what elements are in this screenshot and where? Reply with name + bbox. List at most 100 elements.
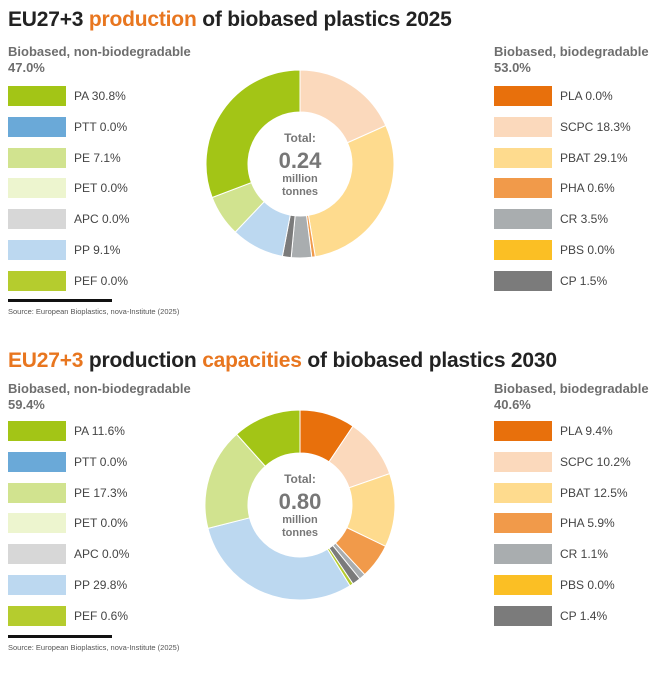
legend-label: PBAT 29.1% xyxy=(560,150,628,165)
right-group-share: 53.0% xyxy=(494,60,531,75)
legend-label: PE 17.3% xyxy=(74,485,128,500)
legend-label: PEF 0.6% xyxy=(74,608,129,623)
legend-label: CP 1.4% xyxy=(560,608,608,623)
title-part: of biobased plastics 2025 xyxy=(196,8,452,31)
legend-swatch xyxy=(8,421,66,441)
legend-item-pha: PHA 5.9% xyxy=(494,513,615,534)
legend-label: PHA 5.9% xyxy=(560,516,615,531)
title-part: production xyxy=(83,349,203,372)
legend-label: APC 0.0% xyxy=(74,212,130,227)
legend-item-cr: CR 1.1% xyxy=(494,544,609,565)
legend-swatch xyxy=(8,209,66,230)
legend-item-cp: CP 1.5% xyxy=(494,270,608,291)
legend-item-scpc: SCPC 18.3% xyxy=(494,116,631,137)
legend-swatch xyxy=(494,482,552,503)
legend-label: PBAT 12.5% xyxy=(560,485,628,500)
legend-item-pbat: PBAT 29.1% xyxy=(494,147,628,168)
source-note: Source: European Bioplastics, nova-Insti… xyxy=(8,643,180,652)
slice-pp xyxy=(207,517,351,601)
legend-label: PET 0.0% xyxy=(74,181,128,196)
legend-swatch xyxy=(494,575,552,595)
right-group-header: Biobased, biodegradable 53.0% xyxy=(494,44,649,76)
legend-label: PA 30.8% xyxy=(74,89,126,103)
legend-swatch xyxy=(8,544,66,565)
legend-swatch xyxy=(8,86,66,106)
legend-swatch xyxy=(8,513,66,534)
legend-label: PLA 9.4% xyxy=(560,424,613,438)
legend-swatch xyxy=(494,116,552,137)
legend-swatch xyxy=(8,240,66,260)
legend-item-cp: CP 1.4% xyxy=(494,605,608,626)
title-part: EU27+3 xyxy=(8,8,89,31)
legend-swatch xyxy=(8,116,66,137)
legend-label: PTT 0.0% xyxy=(74,119,128,134)
slice-pa xyxy=(235,409,301,467)
title-highlight: production xyxy=(88,8,197,31)
title-highlight: capacities xyxy=(202,349,302,372)
legend-item-pet: PET 0.0% xyxy=(8,513,128,534)
legend-item-apc: APC 0.0% xyxy=(8,544,130,565)
right-group-label: Biobased, biodegradable xyxy=(494,381,649,396)
source-rule xyxy=(8,299,112,302)
slice-pbat xyxy=(307,124,395,258)
legend-label: APC 0.0% xyxy=(74,547,130,562)
legend-swatch xyxy=(8,178,66,199)
legend-label: SCPC 10.2% xyxy=(560,454,631,469)
slice-pa xyxy=(205,69,301,199)
legend-item-apc: APC 0.0% xyxy=(8,209,130,230)
legend-item-ptt: PTT 0.0% xyxy=(8,116,128,137)
legend-item-ptt: PTT 0.0% xyxy=(8,451,128,472)
total-value: 0.80 xyxy=(279,489,322,514)
legend-label: CP 1.5% xyxy=(560,273,608,288)
legend-swatch xyxy=(494,178,552,199)
chart-title: EU27+3 production of biobased plastics 2… xyxy=(8,8,452,32)
chart-panel-2025: EU27+3 production of biobased plastics 2… xyxy=(0,0,660,330)
legend-item-pbs: PBS 0.0% xyxy=(494,575,615,595)
legend-item-pe: PE 17.3% xyxy=(8,482,128,503)
legend-swatch xyxy=(8,482,66,503)
legend-item-scpc: SCPC 10.2% xyxy=(494,451,631,472)
legend-swatch xyxy=(8,270,66,291)
legend-swatch xyxy=(494,147,552,168)
right-group-header: Biobased, biodegradable 40.6% xyxy=(494,381,649,413)
legend-item-pa: PA 30.8% xyxy=(8,86,126,106)
legend-item-pet: PET 0.0% xyxy=(8,178,128,199)
legend-swatch xyxy=(494,605,552,626)
legend-item-pe: PE 7.1% xyxy=(8,147,121,168)
total-label-text: Total: xyxy=(284,472,316,486)
title-highlight: EU27+3 xyxy=(8,349,84,372)
left-group-label: Biobased, non-biodegradable xyxy=(8,44,191,59)
legend-item-cr: CR 3.5% xyxy=(494,209,608,230)
left-group-label: Biobased, non-biodegradable xyxy=(8,381,191,396)
legend-swatch xyxy=(494,513,552,534)
total-unit-line1: million xyxy=(282,514,318,526)
legend-swatch xyxy=(494,86,552,106)
legend-label: PP 29.8% xyxy=(74,578,128,592)
legend-item-pla: PLA 9.4% xyxy=(494,421,613,441)
source-rule xyxy=(8,635,112,638)
legend-label: PE 7.1% xyxy=(74,150,121,165)
legend-label: PBS 0.0% xyxy=(560,243,615,257)
source-note: Source: European Bioplastics, nova-Insti… xyxy=(8,307,180,316)
legend-swatch xyxy=(494,544,552,565)
total-unit-line1: million xyxy=(282,173,318,185)
right-group-label: Biobased, biodegradable xyxy=(494,44,649,59)
left-group-header: Biobased, non-biodegradable 59.4% xyxy=(8,381,191,413)
legend-label: PTT 0.0% xyxy=(74,454,128,469)
legend-swatch xyxy=(494,270,552,291)
legend-swatch xyxy=(494,240,552,260)
legend-label: PBS 0.0% xyxy=(560,578,615,592)
legend-label: CR 1.1% xyxy=(560,547,609,562)
legend-item-pbat: PBAT 12.5% xyxy=(494,482,628,503)
legend-item-pef: PEF 0.6% xyxy=(8,605,129,626)
legend-swatch xyxy=(8,575,66,595)
legend-item-pha: PHA 0.6% xyxy=(494,178,615,199)
legend-swatch xyxy=(8,147,66,168)
legend-swatch xyxy=(494,451,552,472)
legend-item-pp: PP 9.1% xyxy=(8,240,120,260)
total-label-text: Total: xyxy=(284,131,316,145)
right-group-share: 40.6% xyxy=(494,397,531,412)
total-unit-line2: tonnes xyxy=(282,527,318,539)
